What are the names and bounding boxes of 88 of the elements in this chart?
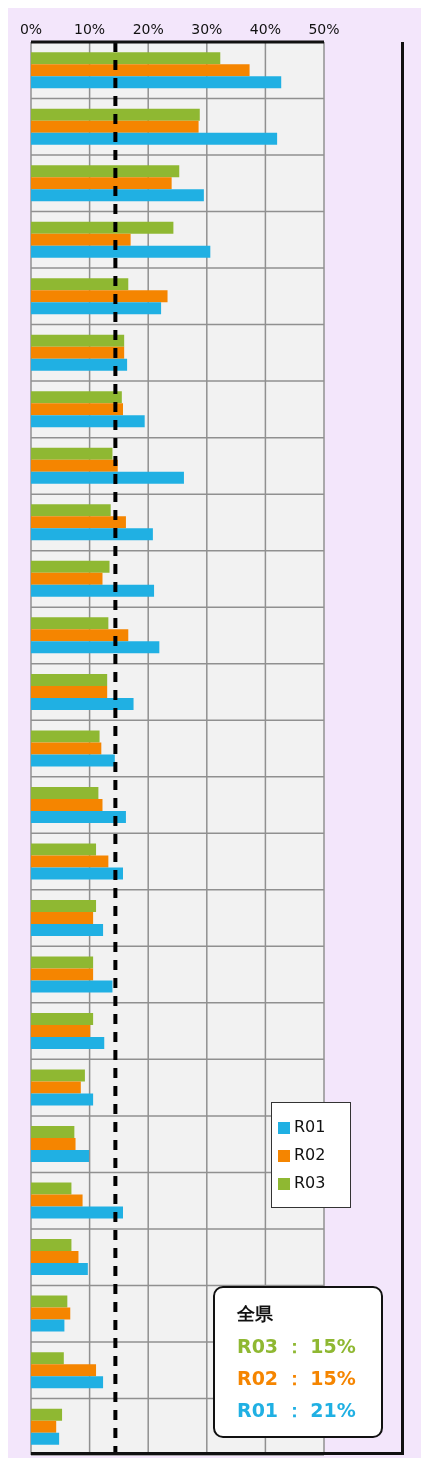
x-tick-label: 50%	[308, 21, 340, 37]
annotation: 全県	[237, 1302, 274, 1326]
bar	[31, 504, 111, 517]
bar	[31, 459, 118, 472]
bar	[31, 867, 123, 880]
bar	[31, 1150, 90, 1163]
bar	[31, 1408, 63, 1421]
bar	[31, 730, 100, 743]
bar	[31, 754, 115, 767]
bar	[31, 64, 250, 77]
annotation: R03 ： 15%	[237, 1334, 357, 1359]
bar	[31, 956, 94, 969]
bar	[31, 516, 126, 529]
bar	[31, 855, 109, 868]
bar	[31, 302, 162, 315]
x-tick-label: 40%	[249, 21, 281, 37]
bar	[31, 447, 113, 460]
bar	[31, 1013, 94, 1026]
bar	[31, 471, 184, 484]
bar	[31, 108, 200, 121]
bar	[31, 189, 204, 202]
legend-label: R01	[294, 1117, 326, 1136]
bar	[31, 560, 110, 573]
bar	[31, 629, 129, 642]
bar	[31, 1126, 75, 1139]
bar	[31, 742, 102, 755]
annotation: R01 ： 21%	[237, 1398, 357, 1423]
bar	[31, 572, 103, 585]
bar	[31, 290, 168, 303]
bar	[31, 1206, 123, 1219]
annotation: R02 ： 15%	[237, 1366, 357, 1391]
x-tick-label: 10%	[74, 21, 106, 37]
bar	[31, 968, 94, 981]
bar	[31, 617, 109, 630]
bar	[31, 1352, 64, 1365]
bar	[31, 899, 97, 912]
bar	[31, 980, 113, 993]
bar	[31, 391, 122, 404]
legend-label: R02	[294, 1145, 326, 1164]
bar	[31, 911, 94, 924]
bar	[31, 76, 282, 89]
bar	[31, 1263, 88, 1276]
bar	[31, 165, 180, 178]
bar	[31, 1081, 81, 1094]
bar	[31, 1037, 105, 1050]
bar	[31, 278, 129, 291]
bar	[31, 221, 174, 234]
bar	[31, 1093, 94, 1106]
bar	[31, 1376, 104, 1389]
bar	[31, 1319, 65, 1332]
bar	[31, 1025, 91, 1038]
bar	[31, 1182, 72, 1195]
bar	[31, 1432, 60, 1445]
bar	[31, 1251, 79, 1264]
bar	[31, 346, 125, 359]
bar	[31, 52, 221, 65]
bar	[31, 132, 278, 145]
bar	[31, 673, 108, 686]
bar	[31, 641, 160, 654]
bar	[31, 1295, 68, 1308]
bar	[31, 415, 145, 428]
bar	[31, 120, 199, 133]
bar	[31, 334, 125, 347]
bar	[31, 403, 123, 416]
bar	[31, 1420, 57, 1433]
bar	[31, 358, 128, 371]
bar	[31, 1069, 85, 1082]
bar	[31, 528, 153, 541]
bar	[31, 245, 211, 258]
bar	[31, 1239, 72, 1252]
bar	[31, 843, 97, 856]
bar	[31, 798, 103, 811]
bar	[31, 584, 155, 597]
bar	[31, 1138, 76, 1151]
bar	[31, 685, 108, 698]
x-tick-label: 30%	[191, 21, 223, 37]
bar	[31, 1364, 97, 1377]
bar	[31, 177, 172, 190]
bar	[31, 810, 126, 823]
bar	[31, 233, 131, 246]
bar	[31, 697, 134, 710]
x-tick-label: 0%	[19, 21, 43, 37]
bar	[31, 923, 104, 936]
legend-label: R03	[294, 1173, 326, 1192]
bar	[31, 1307, 71, 1320]
x-tick-label: 20%	[132, 21, 164, 37]
bar	[31, 786, 99, 799]
bar	[31, 1194, 83, 1207]
